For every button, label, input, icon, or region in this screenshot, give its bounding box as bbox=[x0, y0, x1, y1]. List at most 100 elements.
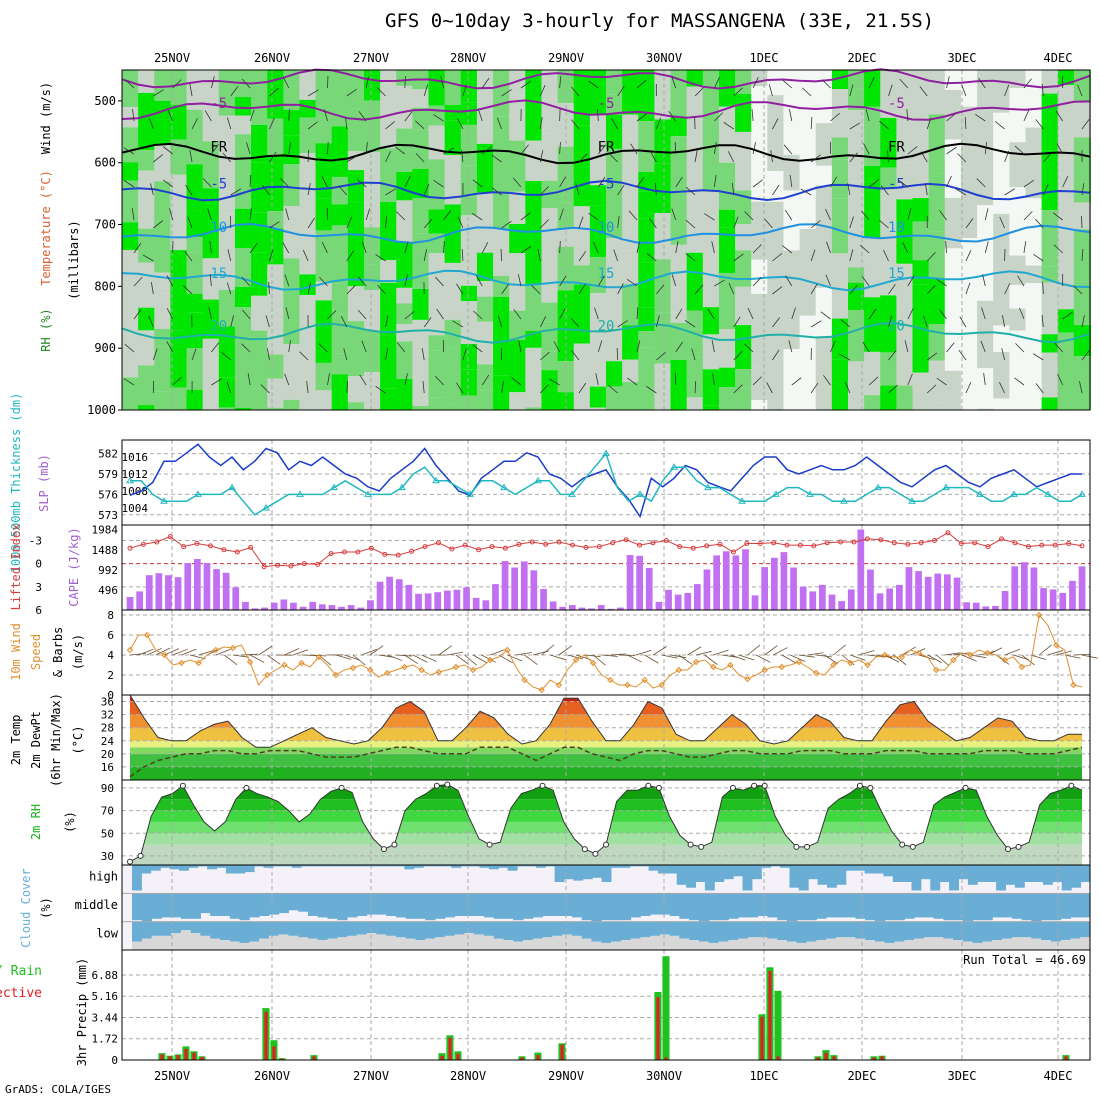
lifted-index-point-17 bbox=[355, 549, 361, 555]
wind10-barb-71 bbox=[738, 654, 755, 661]
lifted-index-point-32 bbox=[556, 539, 562, 545]
rh-cell bbox=[122, 250, 140, 295]
wind10-point-52 bbox=[572, 656, 580, 664]
upper-wind-barb bbox=[265, 315, 270, 328]
upper-wind-barb bbox=[1042, 183, 1049, 196]
cloud-clear-2-85 bbox=[962, 941, 974, 950]
date-label-bottom-3: 28NOV bbox=[450, 1069, 486, 1083]
upper-wind-barb bbox=[789, 109, 793, 122]
wind10-barb-27 bbox=[361, 648, 377, 656]
cloud-cell-1-16 bbox=[288, 893, 299, 911]
upper-wind-barb bbox=[302, 249, 309, 262]
cloud-cell-2-11 bbox=[239, 921, 250, 943]
upper-wind-barb bbox=[879, 219, 889, 229]
upper-wind-barb bbox=[594, 307, 599, 320]
upper-wind-barb bbox=[559, 208, 564, 221]
cloud-cell-1-7 bbox=[200, 893, 211, 914]
upper-wind-barb bbox=[269, 221, 280, 229]
upper-wind-barb bbox=[456, 382, 464, 394]
upper-wind-barb bbox=[671, 76, 677, 89]
wind10-barb-30 bbox=[387, 654, 403, 662]
upper-wind-barb bbox=[511, 377, 522, 386]
rh-cell bbox=[573, 284, 591, 344]
cloud-cell-2-26 bbox=[386, 921, 397, 936]
rh-cell bbox=[1025, 218, 1043, 266]
temp-tick-5: 36 bbox=[101, 696, 114, 709]
wind10-point-66 bbox=[692, 658, 700, 666]
rh-cell bbox=[218, 341, 236, 378]
upper-wind-barb bbox=[472, 213, 483, 221]
rh-cell bbox=[864, 395, 882, 410]
rh-cell bbox=[218, 326, 236, 342]
cloud-cell-0-80 bbox=[883, 865, 894, 877]
upper-wind-barb bbox=[714, 112, 724, 122]
cloud-cell-2-7 bbox=[200, 921, 211, 936]
rh-cell bbox=[783, 389, 801, 405]
rh-cell bbox=[202, 70, 220, 126]
upper-wind-barb bbox=[539, 150, 544, 163]
precip-total-bar-20 bbox=[774, 990, 782, 1060]
run-total-label: Run Total = 46.69 bbox=[963, 953, 1086, 967]
rh-cell bbox=[364, 152, 382, 192]
cape-bar-22 bbox=[338, 606, 345, 610]
cloud-cell-2-51 bbox=[630, 921, 641, 939]
upper-wind-barb bbox=[694, 87, 704, 97]
upper-wind-barb bbox=[626, 278, 638, 287]
cloud-cell-0-9 bbox=[216, 865, 227, 868]
rh-cell bbox=[912, 325, 930, 373]
upper-wind-barb bbox=[906, 109, 909, 122]
cloud-cell-0-88 bbox=[958, 865, 969, 880]
rh-cell bbox=[606, 94, 624, 115]
upper-wind-barb bbox=[655, 117, 661, 130]
wind10-point-106 bbox=[1035, 611, 1043, 619]
cloud-cell-0-67 bbox=[761, 865, 772, 868]
upper-wind-barb bbox=[497, 315, 502, 328]
cloud-cell-0-36 bbox=[470, 865, 480, 867]
rh-cell bbox=[299, 387, 317, 410]
wind10-barb-68 bbox=[713, 649, 729, 656]
upper-wind-barb bbox=[478, 109, 483, 122]
upper-wind-barb bbox=[346, 216, 352, 229]
cloud-cell-2-20 bbox=[327, 921, 338, 939]
rh-cell bbox=[799, 315, 817, 342]
wind-tick-2: 4 bbox=[107, 649, 114, 662]
rh-cell bbox=[331, 313, 349, 354]
cloud-cell-0-78 bbox=[864, 865, 875, 874]
rh-cell bbox=[831, 70, 849, 90]
rh-cell bbox=[331, 353, 349, 375]
cloud-cell-1-31 bbox=[435, 893, 446, 919]
temp-tick-1: 20 bbox=[101, 748, 114, 761]
upper-wind-barb bbox=[501, 220, 512, 229]
cloud-clear-2-14 bbox=[268, 935, 280, 950]
rh-cell bbox=[654, 119, 672, 164]
cloud-cell-2-58 bbox=[699, 921, 710, 942]
rh-cell bbox=[654, 312, 672, 364]
cloud-cell-2-79 bbox=[904, 921, 915, 941]
upper-wind-barb bbox=[148, 315, 154, 328]
upper-wind-barb bbox=[810, 382, 819, 394]
upper-wind-barb bbox=[132, 109, 135, 122]
cloud-cell-0-55 bbox=[648, 865, 659, 871]
wind10-barb-110 bbox=[1073, 653, 1090, 656]
lifted-index-point-38 bbox=[637, 542, 642, 548]
rh-cell bbox=[848, 181, 866, 240]
upper-wind-barb bbox=[288, 340, 291, 353]
precip-conv-bar-15 bbox=[560, 1044, 564, 1060]
rh-cell bbox=[364, 227, 382, 265]
cloud-clear-2-7 bbox=[200, 935, 211, 950]
upper-wind-barb bbox=[226, 381, 232, 394]
cloud-clear-2-66 bbox=[777, 940, 788, 950]
cloud-cell-0-56 bbox=[658, 865, 668, 874]
wind10-barb-108 bbox=[1056, 650, 1072, 656]
cloud-clear-2-0 bbox=[132, 941, 143, 950]
rh-cell bbox=[686, 252, 704, 311]
wind10-barb-15 bbox=[258, 645, 273, 656]
rh-cell bbox=[364, 290, 382, 331]
upper-wind-barb bbox=[636, 113, 647, 122]
slp-tick-1: 1008 bbox=[122, 485, 149, 498]
rh-cell bbox=[315, 300, 333, 322]
temp-axis-label-line3: (6hr Min/Max) bbox=[49, 693, 63, 787]
cloud-row-label-2: low bbox=[96, 926, 118, 940]
rh-cell bbox=[428, 350, 446, 398]
upper-wind-barb bbox=[959, 316, 967, 328]
